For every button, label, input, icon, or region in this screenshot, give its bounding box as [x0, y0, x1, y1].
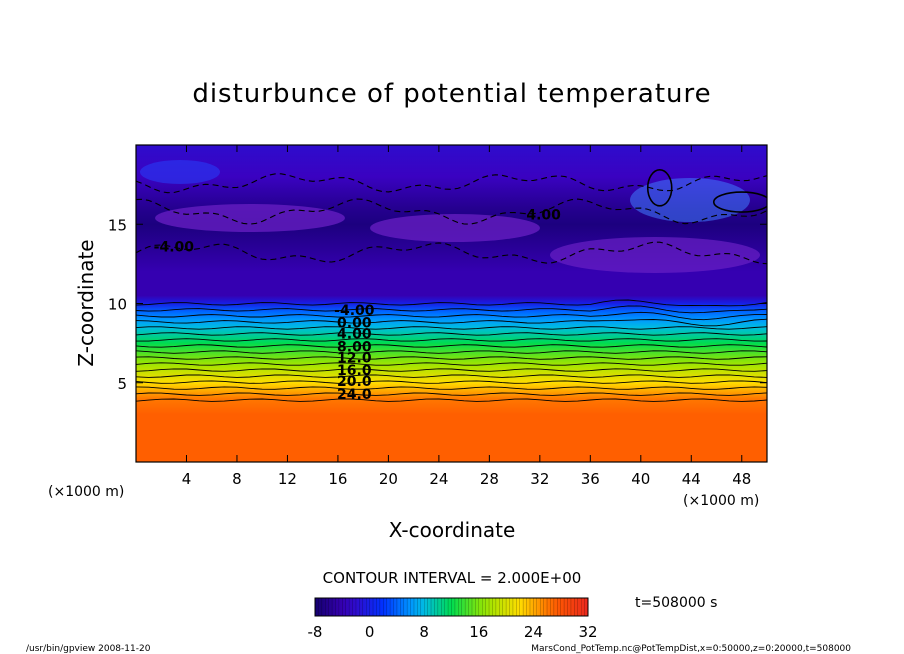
contour-label: 16.0 — [337, 363, 372, 379]
warm-patch — [155, 204, 345, 232]
contour-line — [136, 344, 767, 348]
x-tick-label: 28 — [480, 470, 499, 488]
warm-patch — [550, 237, 760, 273]
x-tick-label: 8 — [232, 470, 242, 488]
contour-line — [136, 311, 767, 321]
contour-line — [136, 350, 767, 354]
x-tick-label: 12 — [278, 470, 297, 488]
cold-patch — [630, 178, 750, 222]
colorbar-frame — [314, 597, 589, 617]
contour-interval-label: CONTOUR INTERVAL = 2.000E+00 — [323, 569, 582, 587]
contour-line — [136, 362, 767, 366]
contour-line — [136, 338, 767, 342]
y-tick-label: 5 — [117, 375, 127, 393]
contour-label: 12.0 — [337, 350, 372, 366]
x-tick-label: 36 — [581, 470, 600, 488]
contour-line — [136, 299, 767, 307]
contour-lines — [136, 168, 767, 402]
contour-line — [136, 356, 767, 360]
colorbar: -8 0 8 16 24 32 — [308, 597, 598, 641]
colorbar-stripes — [318, 598, 585, 616]
contour-line-dashed — [136, 241, 767, 265]
contour-line — [136, 380, 767, 384]
x-axis-label: X-coordinate — [389, 518, 516, 542]
colorbar-tick-label: 8 — [419, 623, 429, 641]
x-tick-label: 4 — [182, 470, 192, 488]
contour-label: 4.00 — [337, 327, 372, 343]
contour-label: 0.00 — [337, 316, 372, 332]
contour-label: -4.00 — [154, 239, 195, 255]
warm-patch — [370, 214, 540, 242]
contour-line — [136, 386, 767, 390]
x-tick-label: 20 — [379, 470, 398, 488]
contour-line — [136, 318, 767, 327]
colorbar-tick-label: 0 — [365, 623, 375, 641]
contour-line — [136, 305, 767, 314]
footer-right: MarsCond_PotTemp.nc@PotTempDist,x=0:5000… — [531, 644, 851, 654]
x-tick-label: 32 — [530, 470, 549, 488]
time-label: t=508000 s — [635, 595, 717, 611]
contour-label: -4.00 — [334, 303, 375, 319]
y-unit-label: (×1000 m) — [48, 484, 124, 500]
contour-line — [136, 392, 767, 396]
contour-line-dashed — [136, 173, 767, 194]
y-tick-label: 10 — [108, 296, 127, 314]
contour-label: 4.00 — [526, 208, 561, 224]
contour-loop — [712, 191, 767, 213]
y-tick-label: 15 — [108, 216, 127, 234]
footer-left: /usr/bin/gpview 2008-11-20 — [26, 644, 151, 654]
colorbar-tick-label: -8 — [308, 623, 323, 641]
colorbar-tick-label: 32 — [578, 623, 597, 641]
y-axis-ticks: 5 10 15 — [108, 216, 767, 393]
colorbar-ticks: -8 0 8 16 24 32 — [308, 623, 598, 641]
x-tick-label: 40 — [631, 470, 650, 488]
x-tick-label: 44 — [682, 470, 701, 488]
chart-title: disturbunce of potential temperature — [192, 79, 711, 109]
contour-label: 24.0 — [337, 387, 372, 403]
contour-line — [136, 398, 767, 402]
contour-loop — [646, 168, 673, 207]
contour-line — [136, 326, 767, 330]
contour-label: 20.0 — [337, 374, 372, 390]
x-tick-label: 48 — [732, 470, 751, 488]
x-axis-ticks: 4 8 12 16 20 24 28 32 36 40 44 48 — [182, 145, 751, 488]
contour-label: 8.00 — [337, 339, 372, 355]
plot-area — [136, 145, 767, 462]
contour-labels: 4.00-4.00-4.000.004.008.0012.016.020.024… — [154, 208, 561, 403]
colorbar-tick-label: 24 — [524, 623, 543, 641]
cold-patch — [140, 160, 220, 184]
x-tick-label: 16 — [328, 470, 347, 488]
colorbar-tick-label: 16 — [469, 623, 488, 641]
contour-line — [136, 332, 767, 336]
contour-line — [136, 374, 767, 378]
x-tick-label: 24 — [429, 470, 448, 488]
contour-line — [136, 368, 767, 372]
x-unit-label: (×1000 m) — [683, 493, 759, 509]
y-axis-label: Z-coordinate — [74, 239, 98, 366]
